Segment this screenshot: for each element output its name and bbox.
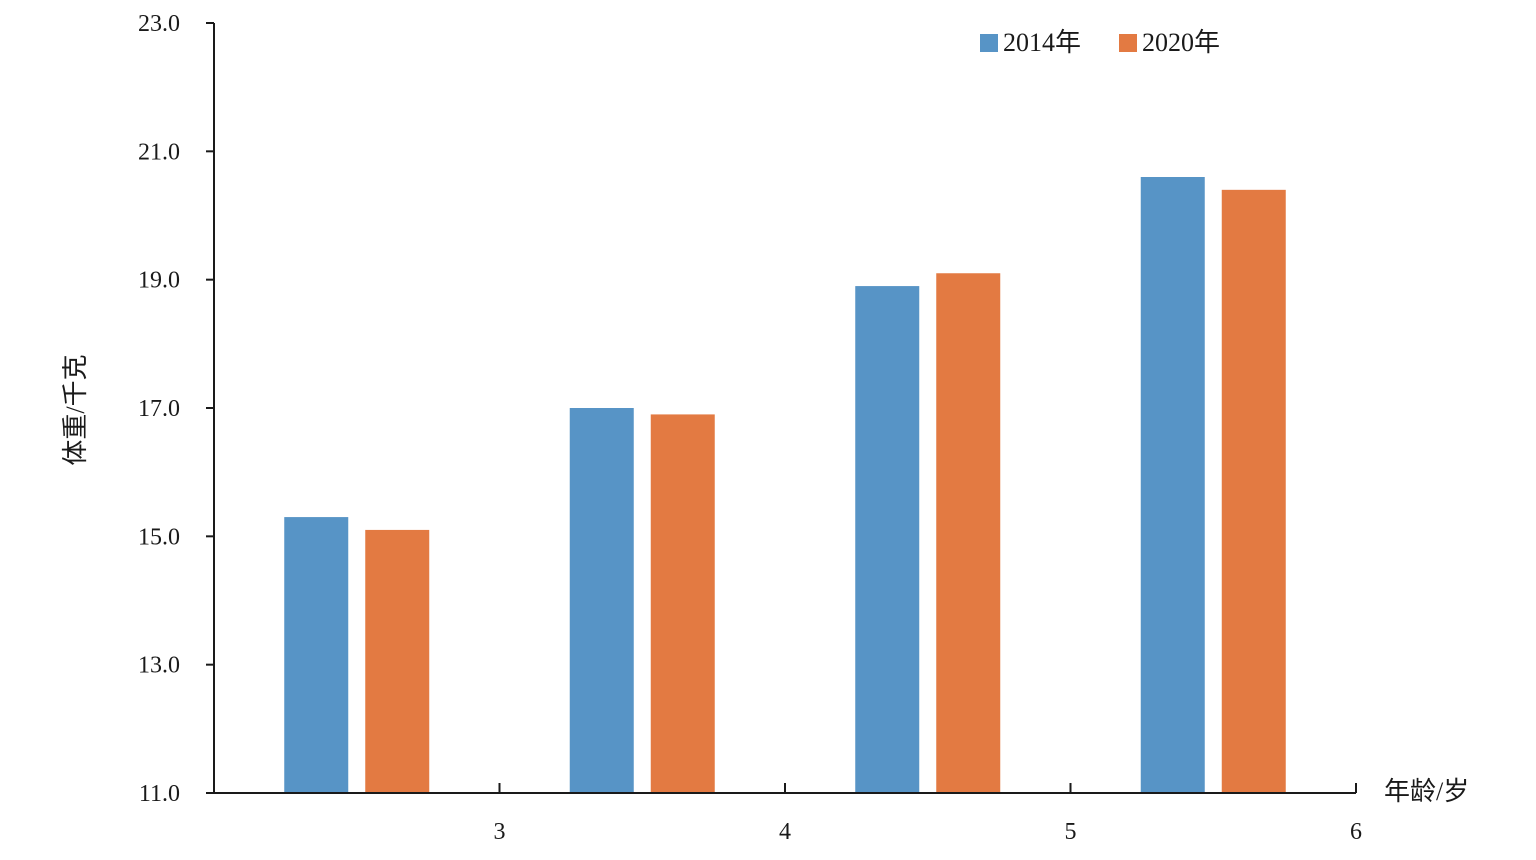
y-tick-label: 23.0 [138, 11, 180, 37]
legend-label-2020: 2020年 [1142, 28, 1220, 57]
x-axis-label: 年龄/岁 [1384, 777, 1469, 806]
bar-2020年-3 [365, 529, 430, 793]
x-ticks-group: 3 4 5 6 [494, 783, 1362, 845]
y-tick-label: 17.0 [138, 396, 180, 422]
legend-label-2014: 2014年 [1003, 28, 1081, 57]
y-axis-label: 体重/千克 [61, 354, 90, 465]
bar-2020年-4 [650, 414, 715, 793]
y-tick-label: 19.0 [138, 268, 180, 294]
x-tick-label: 4 [779, 819, 791, 845]
bar-2020年-6 [1221, 189, 1286, 794]
bar-2014年-6 [1140, 177, 1205, 793]
y-ticks-group: 11.0 13.0 15.0 17.0 19.0 21.0 23.0 [138, 11, 214, 807]
y-tick-label: 11.0 [139, 781, 180, 807]
y-tick-label: 21.0 [138, 139, 180, 165]
x-tick-label: 6 [1350, 819, 1362, 845]
y-tick-label: 15.0 [138, 524, 180, 550]
x-tick-label: 5 [1065, 819, 1077, 845]
bar-2014年-4 [569, 408, 634, 793]
bar-2014年-3 [284, 517, 349, 793]
legend: 2014年 2020年 [980, 28, 1220, 57]
bar-2014年-5 [855, 286, 920, 793]
bar-2020年-5 [936, 273, 1001, 793]
legend-swatch-2020 [1119, 34, 1137, 52]
bars-group [284, 177, 1286, 794]
legend-swatch-2014 [980, 34, 998, 52]
y-tick-label: 13.0 [138, 653, 180, 679]
x-tick-label: 3 [494, 819, 506, 845]
